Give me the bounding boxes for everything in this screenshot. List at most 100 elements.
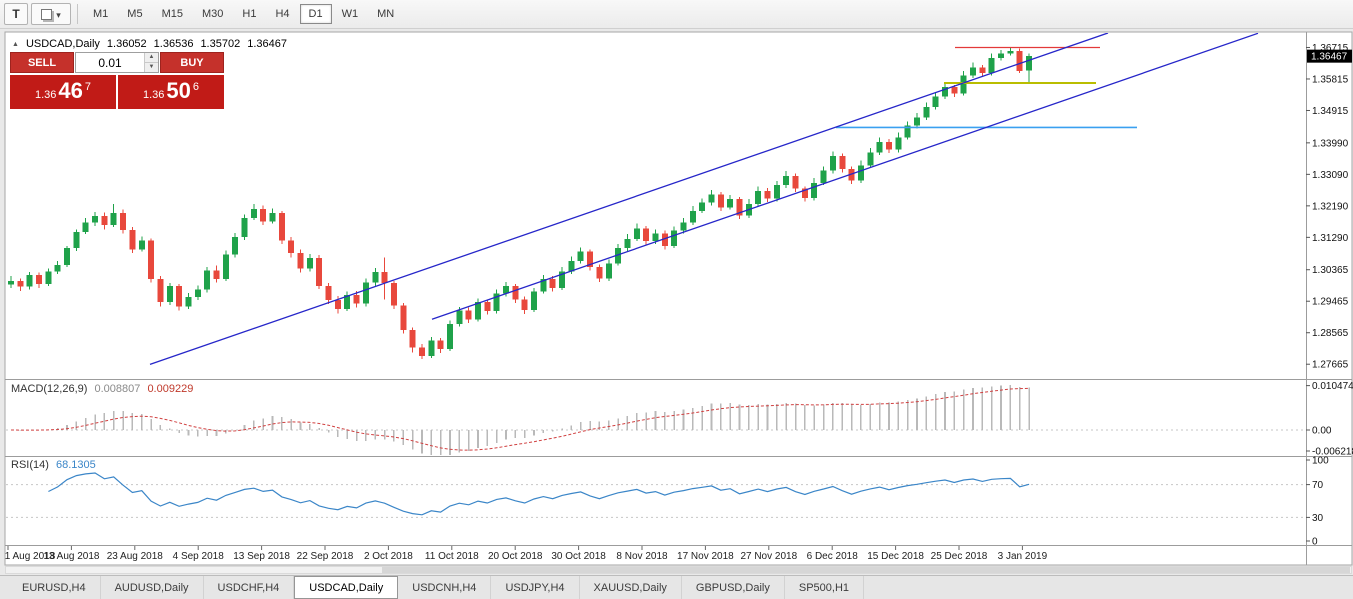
text-tool-button[interactable]: T — [4, 3, 28, 25]
chart-tab-sp500-h1[interactable]: SP500,H1 — [785, 576, 865, 599]
chart-tab-eurusd-h4[interactable]: EURUSD,H4 — [8, 576, 101, 599]
one-click-collapse-icon[interactable]: ▲ — [12, 40, 19, 48]
candle — [811, 182, 818, 198]
channel-trendline-right[interactable] — [431, 33, 1259, 320]
candle — [353, 294, 360, 304]
candle — [381, 272, 388, 284]
volume-down-button[interactable]: ▼ — [145, 63, 158, 72]
timeframe-button-w1[interactable]: W1 — [341, 8, 359, 20]
macd-histogram — [19, 384, 1030, 455]
timeframe-button-d1[interactable]: D1 — [299, 4, 332, 24]
timeframe-button-m30[interactable]: M30 — [201, 8, 224, 20]
candle — [64, 248, 71, 265]
candle — [446, 323, 453, 349]
timeframe-button-h4[interactable]: H4 — [275, 8, 290, 20]
candle — [316, 258, 323, 286]
candle — [306, 258, 313, 269]
candle — [260, 209, 267, 222]
bid-price-box[interactable]: 1.36 46 7 — [10, 75, 116, 109]
chart-window-background — [4, 31, 1353, 566]
candle — [998, 53, 1005, 58]
current-price-marker — [1307, 49, 1352, 63]
channel-trendline-left[interactable] — [149, 33, 1109, 366]
toolbar-separator — [77, 4, 78, 24]
bid-point: 7 — [84, 81, 92, 93]
date-axis-label: 27 Nov 2018 — [740, 551, 797, 562]
close-value: 1.36467 — [247, 38, 287, 50]
open-value: 1.36052 — [106, 38, 147, 50]
price-axis-label: 1.35815 — [1312, 74, 1349, 85]
sell-button[interactable]: SELL — [10, 52, 74, 73]
price-axis-label: 1.36715 — [1312, 43, 1349, 54]
candle — [773, 185, 780, 199]
candle — [587, 251, 594, 267]
date-axis-label: 13 Aug 2018 — [43, 551, 100, 562]
candle — [540, 279, 547, 292]
candle — [680, 222, 687, 231]
candle — [278, 213, 285, 241]
timeframe-toolbar: M1 M5 M15 M30 H1 H4 D1 W1 MN — [84, 4, 404, 24]
volume-up-button[interactable]: ▲ — [145, 53, 158, 63]
date-axis-label: 23 Aug 2018 — [107, 551, 164, 562]
one-click-trading-panel: SELL ▲ ▼ BUY 1.36 46 7 1.36 50 6 — [10, 52, 224, 109]
volume-input[interactable] — [76, 53, 144, 72]
candle — [988, 57, 995, 74]
candle — [895, 137, 902, 150]
candle — [633, 228, 640, 239]
chart-tab-audusd-daily[interactable]: AUDUSD,Daily — [101, 576, 204, 599]
chart-tab-usdchf-h4[interactable]: USDCHF,H4 — [204, 576, 295, 599]
price-axis-label: 1.32190 — [1312, 201, 1349, 212]
candle — [92, 216, 99, 223]
candle — [334, 300, 341, 309]
candle — [960, 75, 967, 94]
bid-pips: 46 — [58, 78, 83, 103]
candle — [951, 87, 958, 94]
chart-tab-usdcnh-h4[interactable]: USDCNH,H4 — [398, 576, 492, 599]
candle — [465, 310, 472, 320]
candle — [615, 248, 622, 264]
date-axis-label: 13 Sep 2018 — [233, 551, 290, 562]
macd-signal-line — [10, 387, 1030, 451]
timeframe-button-mn[interactable]: MN — [377, 8, 395, 20]
scrollbar-thumb[interactable] — [381, 567, 1350, 573]
chart-tabs-bar: EURUSD,H4 AUDUSD,Daily USDCHF,H4 USDCAD,Dai… — [0, 575, 1353, 599]
drawing-tools-dropdown[interactable] — [31, 3, 71, 25]
candle — [493, 293, 500, 312]
chart-tab-xauusd-daily[interactable]: XAUUSD,Daily — [580, 576, 682, 599]
macd-label: MACD(12,26,9) 0.008807 0.009229 — [11, 383, 193, 395]
timeframe-button-m5[interactable]: M5 — [127, 8, 143, 20]
date-axis-label: 3 Jan 2019 — [998, 551, 1048, 562]
chart-tab-usdjpy-h4[interactable]: USDJPY,H4 — [491, 576, 580, 599]
timeframe-button-m15[interactable]: M15 — [161, 8, 183, 20]
candle — [820, 170, 827, 183]
candle — [512, 286, 519, 300]
chart-tab-gbpusd-daily[interactable]: GBPUSD,Daily — [682, 576, 785, 599]
chart-tab-usdcad-daily[interactable]: USDCAD,Daily — [294, 576, 399, 599]
ask-price-box[interactable]: 1.36 50 6 — [118, 75, 224, 109]
timeframe-button-h1[interactable]: H1 — [242, 8, 257, 20]
date-axis-label: 20 Oct 2018 — [488, 551, 543, 562]
candle — [45, 271, 52, 284]
candle — [73, 231, 80, 249]
candle — [222, 254, 229, 279]
chart-objects — [149, 33, 1259, 366]
candle — [652, 233, 659, 242]
candle — [923, 106, 930, 118]
chart-h-scrollbar[interactable] — [5, 566, 1352, 574]
date-axis-label: 22 Sep 2018 — [297, 551, 354, 562]
candle — [148, 240, 155, 279]
rsi-value: 68.1305 — [55, 459, 96, 471]
timeframe-button-m1[interactable]: M1 — [93, 8, 109, 20]
price-axis-label: 1.33090 — [1312, 170, 1349, 181]
candle — [596, 266, 603, 279]
buy-button[interactable]: BUY — [160, 52, 224, 73]
price-axis-label: 1.31290 — [1312, 233, 1349, 244]
candle — [764, 190, 771, 199]
candle — [325, 286, 332, 300]
candle — [484, 301, 491, 312]
candle — [418, 347, 425, 356]
candle — [661, 233, 668, 246]
candle — [577, 251, 584, 261]
